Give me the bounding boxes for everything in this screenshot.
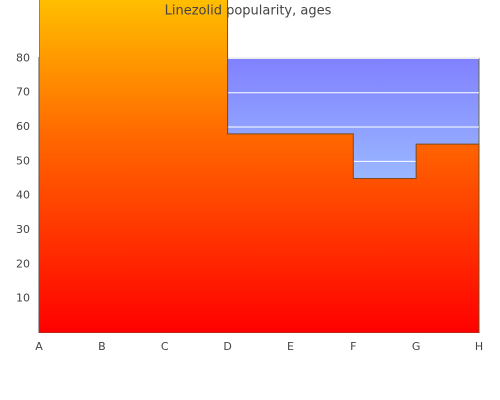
y-tick-label: 10	[16, 292, 30, 305]
x-tick-label: A	[35, 340, 43, 353]
plot-area	[39, 0, 480, 333]
x-tick-label: E	[287, 340, 294, 353]
x-tick-label: B	[98, 340, 106, 353]
x-tick-label: C	[161, 340, 169, 353]
step-area	[39, 0, 480, 333]
y-tick-label: 60	[16, 120, 30, 133]
y-tick-label: 50	[16, 154, 30, 167]
y-tick-label: 40	[16, 189, 30, 202]
x-tick-label: D	[223, 340, 231, 353]
x-tick-label: H	[475, 340, 483, 353]
chart-title: Linezolid popularity, ages	[165, 4, 332, 19]
x-tick-label: F	[350, 340, 356, 353]
y-tick-label: 70	[16, 86, 30, 99]
y-tick-label: 80	[16, 51, 30, 64]
y-tick-label: 20	[16, 257, 30, 270]
x-tick-label: G	[412, 340, 421, 353]
y-tick-label: 30	[16, 223, 30, 236]
